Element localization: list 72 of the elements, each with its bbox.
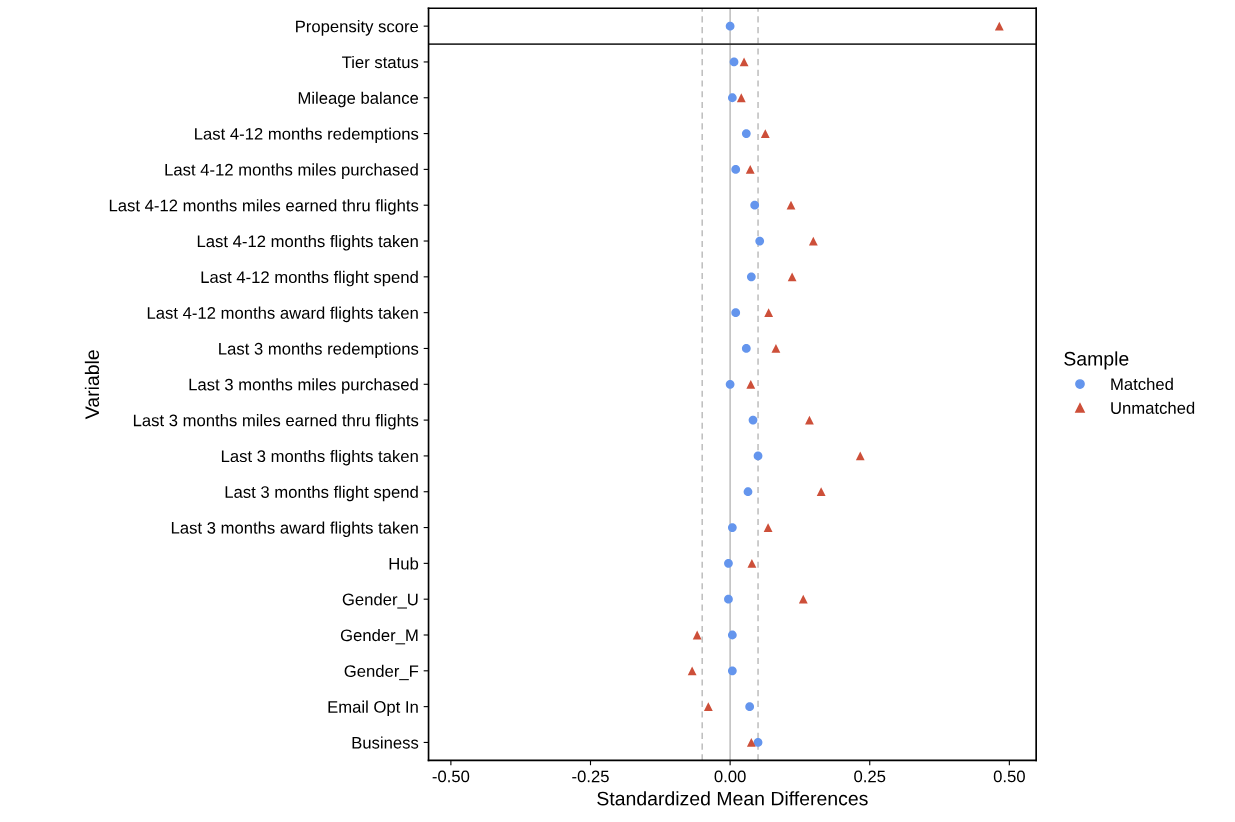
point	[753, 451, 763, 461]
point	[703, 702, 713, 712]
y-tick-label: Gender_U	[342, 593, 418, 609]
point	[692, 630, 702, 640]
y-tick-label: Hub	[389, 557, 419, 570]
y-tick-label: Last 3 months miles earned thru flights	[133, 414, 419, 430]
y-tick-label: Last 3 months award flights taken	[171, 521, 418, 538]
point	[755, 236, 765, 246]
point	[727, 523, 737, 532]
x-tick-label: 0.25	[854, 770, 886, 783]
point	[753, 738, 763, 747]
point	[741, 344, 751, 353]
point	[764, 308, 774, 318]
point	[763, 523, 773, 532]
y-tick-label: Last 4-12 months miles purchased	[165, 163, 418, 179]
point	[687, 666, 697, 676]
point	[724, 594, 733, 604]
point	[743, 487, 753, 497]
point	[855, 451, 865, 461]
point	[808, 236, 818, 246]
y-tick-label: Tier status	[342, 55, 419, 69]
point	[745, 702, 755, 712]
y-tick-label: Email Opt In	[328, 700, 418, 717]
point	[741, 129, 751, 138]
y-tick-label: Last 4-12 months miles earned thru flights	[109, 199, 419, 215]
point	[816, 487, 826, 497]
point	[747, 558, 757, 568]
y-tick-label: Mileage balance	[298, 91, 419, 108]
point	[798, 594, 808, 604]
x-tick-label: -0.50	[432, 770, 470, 783]
point	[729, 57, 739, 67]
y-tick-label: Last 3 months flights taken	[221, 449, 418, 466]
point	[727, 666, 737, 676]
point	[994, 21, 1004, 31]
y-tick-label: Last 4-12 months award flights taken	[147, 306, 418, 323]
y-tick-label: Last 4-12 months flights taken	[197, 234, 418, 251]
point	[739, 57, 749, 67]
y-axis-title: Variable	[84, 350, 100, 420]
point	[746, 738, 756, 747]
point	[725, 21, 735, 31]
point	[736, 93, 746, 103]
x-tick-label: -0.25	[572, 770, 609, 783]
x-tick-label: 0.00	[714, 770, 746, 783]
point	[745, 165, 755, 174]
point	[787, 272, 797, 282]
y-tick-label: Last 3 months redemptions	[219, 342, 419, 358]
y-tick-label: Propensity score	[296, 20, 419, 36]
point	[786, 200, 796, 210]
point	[731, 165, 741, 174]
y-tick-label: Last 4-12 months flight spend	[201, 270, 418, 287]
legend-title: Sample	[1064, 351, 1129, 370]
point	[724, 558, 733, 568]
point	[746, 379, 756, 389]
point	[760, 129, 770, 138]
y-tick-label: Last 3 months flight spend	[225, 485, 418, 502]
point	[750, 200, 760, 210]
y-tick-label: Gender_M	[340, 628, 418, 645]
legend-label: Matched	[1111, 377, 1173, 391]
point	[771, 344, 781, 353]
x-axis-title: Standardized Mean Differences	[597, 791, 868, 806]
legend-label: Unmatched	[1111, 401, 1195, 414]
point	[731, 308, 741, 318]
point	[746, 272, 756, 282]
y-tick-label: Last 3 months miles purchased	[189, 378, 418, 394]
point	[727, 630, 737, 640]
y-tick-label: Gender_F	[344, 664, 419, 681]
x-tick-label: 0.50	[993, 770, 1025, 783]
y-tick-label: Business	[352, 736, 419, 749]
y-tick-label: Last 4-12 months redemptions	[195, 127, 419, 144]
point	[727, 93, 737, 103]
point	[748, 415, 758, 425]
point	[725, 379, 735, 389]
